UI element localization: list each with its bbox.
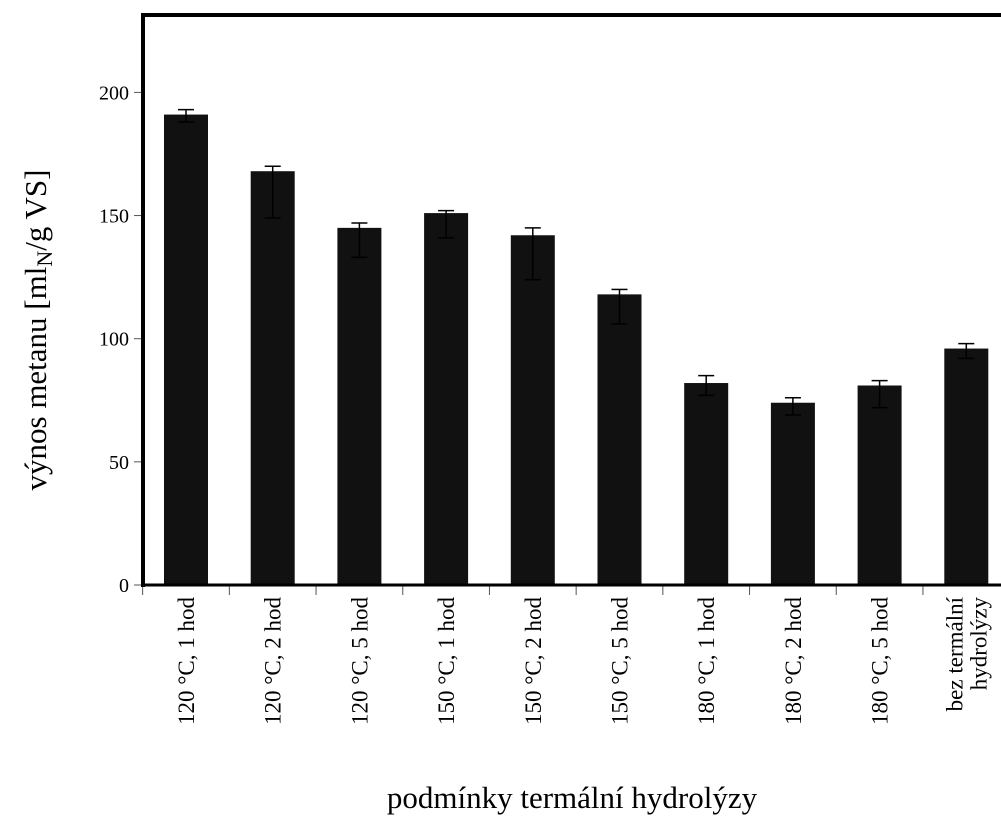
x-tick-label: 180 °C, 2 hod [781,597,806,726]
bar [857,385,902,585]
x-tick-label: 180 °C, 1 hod [694,597,719,726]
bar [510,235,555,585]
y-tick-label: 200 [99,82,129,104]
x-tick-label: 150 °C, 5 hod [608,597,633,726]
bar [337,227,382,586]
y-tick-label: 50 [109,452,129,474]
bars [164,114,989,586]
bar [684,383,729,585]
x-tick-label: 150 °C, 1 hod [434,597,459,726]
x-axis-title: podmínky termální hydrolýzy [387,780,758,815]
bar [250,171,295,585]
bar [164,114,208,585]
bar [944,348,989,585]
y-axis-title-prefix: výnos metanu [ml [18,267,53,491]
y-axis-title-suffix: /g VS] [18,169,53,250]
bar [597,294,642,585]
x-tick-label: hydrolýzy [966,597,991,691]
y-tick-label: 150 [99,206,129,228]
y-tick-label: 100 [99,329,129,351]
x-tick-label: 120 °C, 5 hod [347,597,372,726]
x-tick-label: 180 °C, 5 hod [868,597,893,726]
x-tick-label: 120 °C, 2 hod [261,597,286,726]
bar [770,402,815,585]
y-axis-ticks: 0 50 100 150 200 [99,82,143,597]
x-tick-label: bez termální [942,596,967,711]
x-axis-ticks: 120 °C, 1 hod 120 °C, 2 hod 120 °C, 5 hod 1… [142,585,991,726]
y-axis-title: výnos metanu [mlN/g VS] [18,169,57,490]
plot-frame [141,13,1001,587]
bar [424,213,469,585]
x-tick-label: 150 °C, 2 hod [521,597,546,726]
y-tick-label: 0 [119,575,129,597]
x-tick-label: 120 °C, 1 hod [174,597,199,726]
error-bars [178,108,975,416]
y-axis-title-subscript: N [32,251,57,267]
